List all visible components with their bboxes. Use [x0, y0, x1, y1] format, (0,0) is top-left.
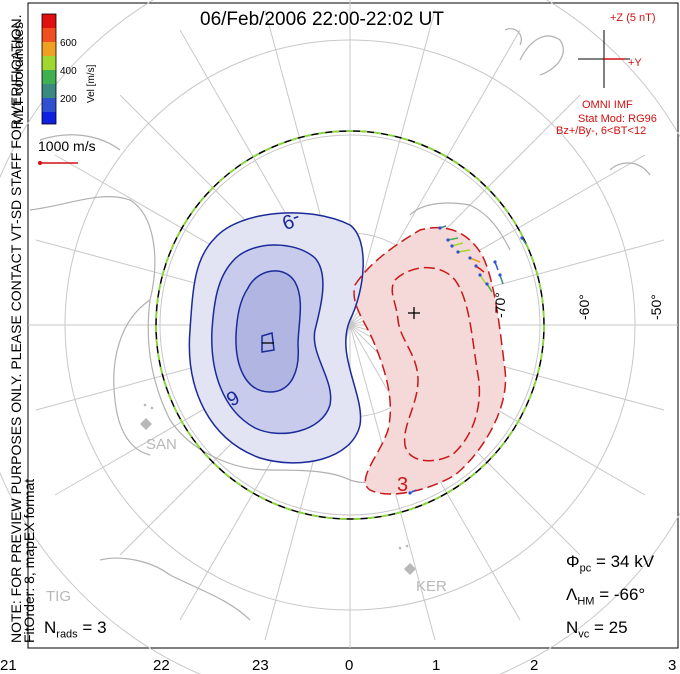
coordinate-system: MLT coordinates [10, 22, 26, 125]
colorbar-swatch-5 [42, 84, 56, 98]
imf-z-label: +Z (5 nT) [610, 12, 656, 24]
fit-order-note: FitOrder: 8, mapEX format [21, 478, 37, 643]
stat-model: Stat Mod: RG96 [578, 113, 657, 125]
station-ker: KER [416, 578, 447, 595]
station-markers [140, 403, 416, 575]
lat-label-70: -70° [492, 292, 508, 318]
negative-contours [188, 212, 364, 464]
vector-count: Nvc = 25 [566, 618, 628, 641]
mlt-0: 0 [345, 657, 354, 674]
potential-max-marker [408, 307, 420, 319]
scale-vector-label: 1000 m/s [38, 138, 96, 154]
station-san: SAN [146, 436, 177, 453]
imf-source: OMNI IMF [582, 99, 633, 111]
lat-label-50: -50° [648, 294, 664, 320]
map-title: 06/Feb/2006 22:00-22:02 UT [200, 9, 445, 30]
colorbar-unit: Vel [m/s] [86, 64, 97, 103]
coastline [29, 28, 651, 621]
mlt-22: 22 [153, 657, 170, 674]
negative-cell-fill-inner [235, 270, 301, 392]
contour-label-pos: 3 [397, 474, 409, 496]
mlt-1: 1 [432, 657, 441, 674]
mlt-3: 3 [668, 657, 677, 674]
colorbar-swatch-2 [42, 42, 56, 56]
imf-condition: Bz+/By-, 6<BT<12 [556, 125, 647, 137]
colorbar-swatch-1 [42, 28, 56, 42]
hm-boundary-green [155, 130, 545, 520]
mlt-2: 2 [530, 657, 539, 674]
colorbar-swatch-4 [42, 70, 56, 84]
colorbar [42, 14, 56, 124]
colorbar-swatch-3 [42, 56, 56, 70]
lat-label-60: -60° [576, 294, 592, 320]
hm-boundary-latitude: ΛHM = -66° [566, 585, 646, 608]
vector-origins [408, 226, 524, 495]
imf-y-label: +Y [628, 57, 642, 69]
colorbar-swatch-0 [42, 14, 56, 28]
colorbar-tick-200: 200 [60, 94, 77, 105]
station-tig: TIG [46, 588, 71, 605]
scale-vector [38, 161, 78, 165]
colorbar-tick-600: 600 [60, 38, 77, 49]
mlt-21: 21 [0, 657, 17, 674]
colorbar-tick-400: 400 [60, 66, 77, 77]
positive-contours [353, 226, 507, 495]
radar-count: Nrads = 3 [44, 618, 107, 641]
colorbar-swatch-7 [42, 112, 56, 124]
mlt-23: 23 [252, 657, 269, 674]
cross-polar-cap-potential: Φpc = 34 kV [566, 552, 655, 575]
colorbar-swatch-6 [42, 98, 56, 112]
meridian-grid [28, 0, 678, 648]
